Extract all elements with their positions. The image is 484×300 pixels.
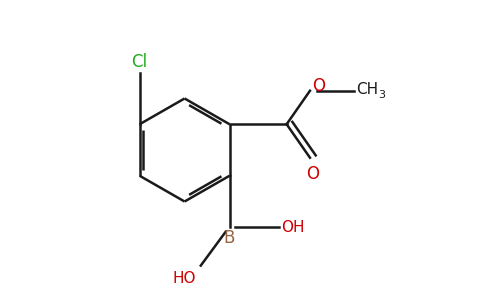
Text: Cl: Cl	[132, 53, 148, 71]
Text: O: O	[306, 165, 319, 183]
Text: HO: HO	[172, 272, 196, 286]
Text: O: O	[312, 77, 325, 95]
Text: CH: CH	[357, 82, 378, 97]
Text: OH: OH	[281, 220, 305, 235]
Text: 3: 3	[378, 90, 385, 100]
Text: B: B	[224, 229, 235, 247]
